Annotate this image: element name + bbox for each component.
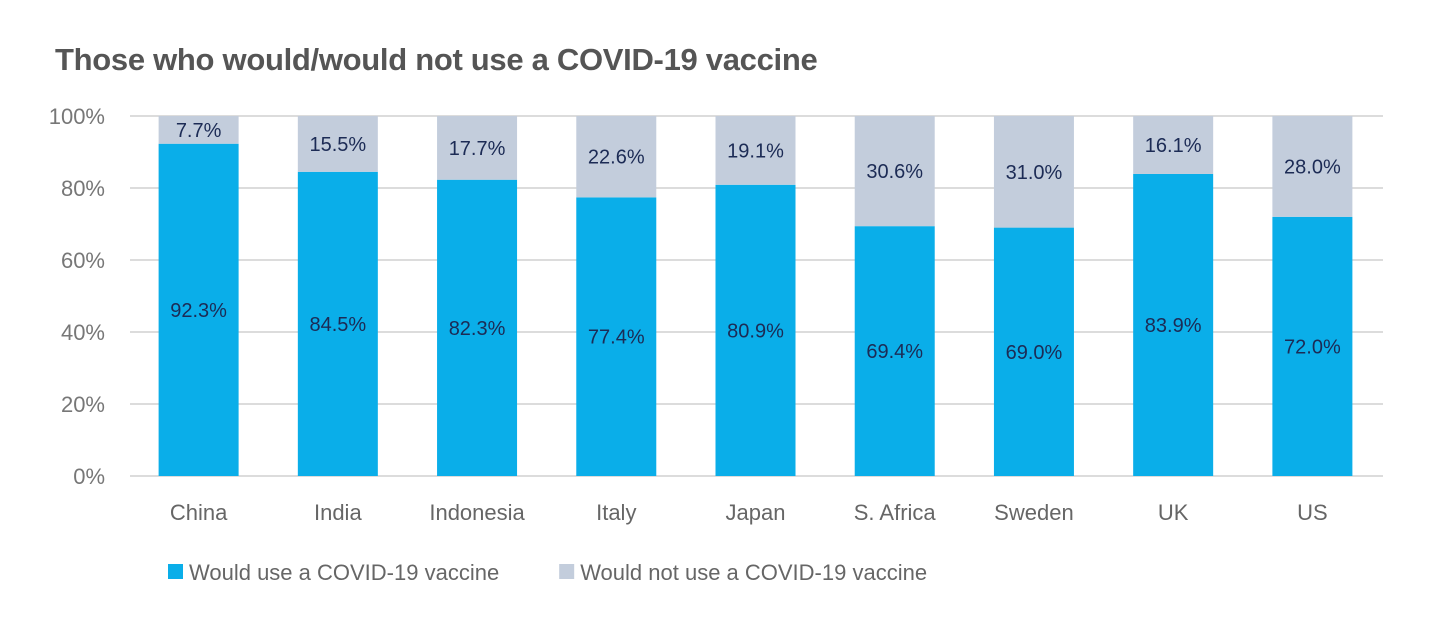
x-category-label: Italy bbox=[596, 500, 636, 525]
bar-would-not-use bbox=[437, 116, 518, 180]
data-label: 15.5% bbox=[309, 134, 366, 156]
data-label: 28.0% bbox=[1284, 156, 1341, 178]
legend-label: Would not use a COVID-19 vaccine bbox=[580, 560, 927, 585]
y-tick-label: 40% bbox=[61, 320, 105, 345]
bar-would-use bbox=[297, 171, 378, 477]
bar-would-use bbox=[993, 227, 1074, 476]
bar-would-not-use bbox=[993, 116, 1074, 228]
data-label: 31.0% bbox=[1006, 162, 1063, 184]
legend-swatch bbox=[559, 564, 575, 579]
y-tick-label: 60% bbox=[61, 248, 105, 273]
legend-label: Would use a COVID-19 vaccine bbox=[189, 560, 499, 585]
x-category-label: US bbox=[1297, 500, 1328, 525]
data-label: 77.4% bbox=[588, 327, 645, 349]
legend-swatch bbox=[168, 564, 183, 579]
x-category-label: UK bbox=[1158, 500, 1189, 525]
bar-would-use bbox=[854, 226, 935, 476]
y-tick-label: 20% bbox=[61, 392, 105, 417]
bar-would-use bbox=[437, 179, 518, 476]
data-label: 16.1% bbox=[1145, 135, 1202, 157]
bar-would-use bbox=[158, 143, 239, 476]
data-label: 30.6% bbox=[866, 161, 923, 183]
bar-would-use bbox=[1133, 173, 1214, 476]
bar-would-not-use bbox=[715, 116, 796, 185]
bar-would-use bbox=[1272, 216, 1353, 477]
bar-would-use bbox=[715, 184, 796, 476]
data-label: 72.0% bbox=[1284, 336, 1341, 358]
data-label: 22.6% bbox=[588, 147, 645, 169]
x-category-label: China bbox=[170, 500, 228, 525]
bar-would-use bbox=[576, 197, 657, 477]
bar-would-not-use bbox=[158, 116, 239, 144]
y-tick-label: 100% bbox=[49, 104, 105, 129]
data-label: 83.9% bbox=[1145, 315, 1202, 337]
bar-would-not-use bbox=[854, 116, 935, 227]
x-category-label: S. Africa bbox=[854, 500, 937, 525]
bar-would-not-use bbox=[297, 116, 378, 172]
data-label: 92.3% bbox=[170, 300, 227, 322]
data-label: 69.4% bbox=[866, 341, 923, 363]
x-category-label: India bbox=[314, 500, 362, 525]
x-category-label: Indonesia bbox=[429, 500, 525, 525]
y-tick-label: 80% bbox=[61, 176, 105, 201]
x-category-label: Japan bbox=[726, 500, 786, 525]
data-label: 82.3% bbox=[449, 318, 506, 340]
data-label: 7.7% bbox=[176, 120, 222, 142]
bar-would-not-use bbox=[1133, 116, 1214, 174]
data-label: 69.0% bbox=[1006, 342, 1063, 364]
x-category-label: Sweden bbox=[994, 500, 1074, 525]
data-label: 19.1% bbox=[727, 140, 784, 162]
chart-title: Those who would/would not use a COVID-19… bbox=[55, 42, 818, 77]
data-label: 80.9% bbox=[727, 320, 784, 342]
bar-would-not-use bbox=[1272, 116, 1353, 217]
data-label: 17.7% bbox=[449, 138, 506, 160]
bar-would-not-use bbox=[576, 116, 657, 198]
y-tick-label: 0% bbox=[73, 464, 105, 489]
data-label: 84.5% bbox=[309, 314, 366, 336]
